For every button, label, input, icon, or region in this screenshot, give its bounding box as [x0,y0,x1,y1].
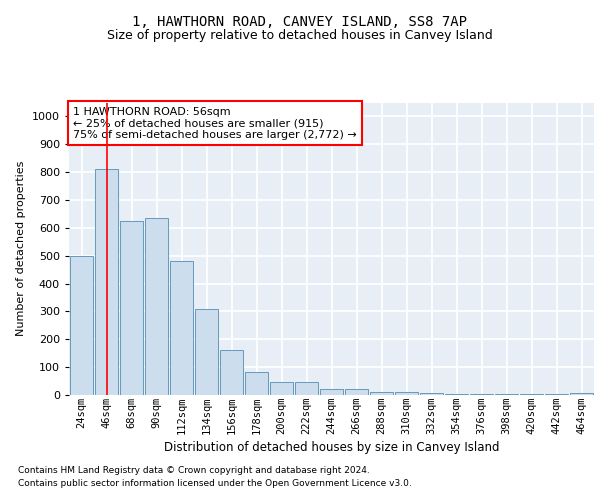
Bar [495,394,518,395]
Text: Contains public sector information licensed under the Open Government Licence v3: Contains public sector information licen… [18,478,412,488]
Bar [170,262,193,395]
Bar [570,393,593,395]
Bar [195,308,218,395]
Bar [120,221,143,395]
Y-axis label: Number of detached properties: Number of detached properties [16,161,26,336]
Bar [445,394,468,395]
Text: Contains HM Land Registry data © Crown copyright and database right 2024.: Contains HM Land Registry data © Crown c… [18,466,370,475]
Bar [370,392,393,395]
Bar [245,372,268,395]
Text: 1 HAWTHORN ROAD: 56sqm
← 25% of detached houses are smaller (915)
75% of semi-de: 1 HAWTHORN ROAD: 56sqm ← 25% of detached… [73,106,357,140]
Bar [95,170,118,395]
Bar [470,394,493,395]
Bar [270,382,293,395]
X-axis label: Distribution of detached houses by size in Canvey Island: Distribution of detached houses by size … [164,441,499,454]
Bar [220,350,243,395]
Bar [420,393,443,395]
Bar [545,394,568,395]
Bar [395,392,418,395]
Bar [70,256,93,395]
Text: Size of property relative to detached houses in Canvey Island: Size of property relative to detached ho… [107,29,493,42]
Bar [320,389,343,395]
Text: 1, HAWTHORN ROAD, CANVEY ISLAND, SS8 7AP: 1, HAWTHORN ROAD, CANVEY ISLAND, SS8 7AP [133,15,467,29]
Bar [345,389,368,395]
Bar [145,218,168,395]
Bar [295,382,318,395]
Bar [520,394,543,395]
